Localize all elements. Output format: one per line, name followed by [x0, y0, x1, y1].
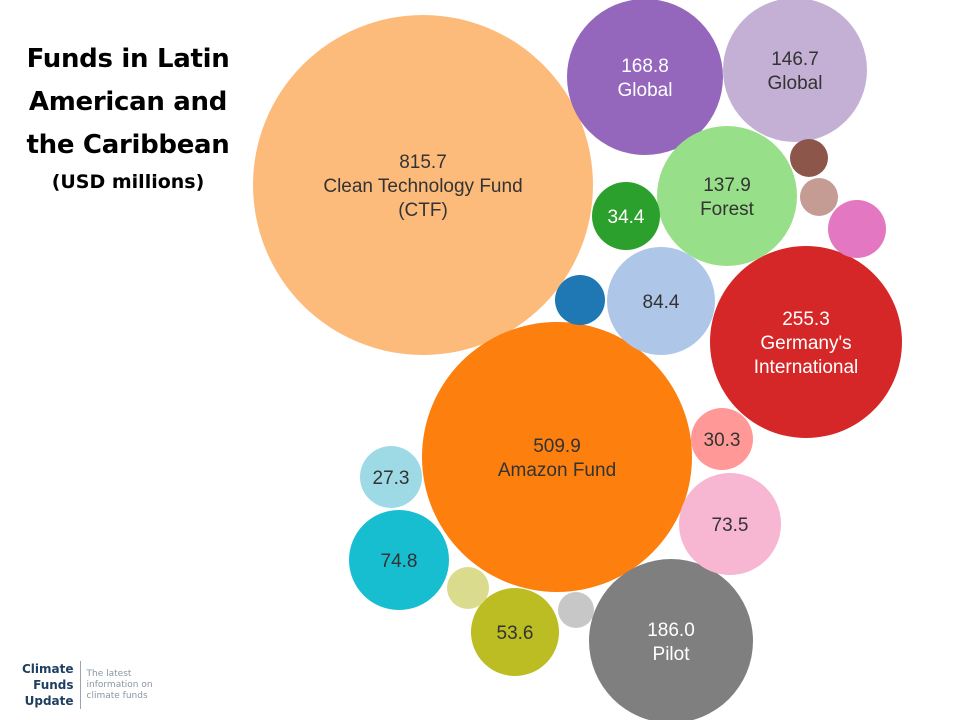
bubble-name-label: Amazon Fund	[498, 460, 616, 481]
bubble-name-label: Global	[768, 73, 823, 94]
chart-subtitle: (USD millions)	[51, 171, 205, 193]
logo-wordmark: Climate Funds Update	[22, 661, 81, 709]
bubble-146-7	[723, 0, 867, 142]
title-line-2: American and	[28, 87, 228, 117]
bubble-value-label: 73.5	[712, 515, 749, 536]
logo-tagline: The latest information on climate funds	[81, 661, 153, 709]
title-line-1: Funds in Latin	[26, 44, 230, 74]
bubble-73-5	[679, 473, 781, 575]
bubble-30-3	[691, 408, 753, 470]
bubble-unlabeled-17	[800, 178, 838, 216]
bubble-name-label: International	[754, 357, 859, 378]
bubble-815-7	[253, 15, 593, 355]
bubble-value-label: 186.0	[647, 620, 695, 641]
bubble-value-label: 255.3	[782, 309, 830, 330]
bubble-value-label: 53.6	[497, 623, 534, 644]
bubble-unlabeled-14	[555, 275, 605, 325]
logo-word-climate: Climate	[22, 662, 74, 676]
bubble-unlabeled-16	[790, 139, 828, 177]
bubble-name-label: Pilot	[653, 644, 691, 665]
bubble-unlabeled-18	[447, 567, 489, 609]
bubble-name-label: Global	[618, 80, 673, 101]
bubble-value-label: 168.8	[621, 56, 669, 77]
bubble-value-label: 34.4	[608, 207, 645, 228]
climate-funds-update-logo: Climate Funds Update The latest informat…	[22, 661, 153, 709]
bubble-name-label: Germany's	[760, 333, 851, 354]
logo-word-update: Update	[24, 694, 74, 708]
bubble-168-8	[567, 0, 723, 155]
bubble-84-4	[607, 247, 715, 355]
bubble-74-8	[349, 510, 449, 610]
bubble-value-label: 27.3	[373, 468, 410, 489]
bubble-name-label: Forest	[700, 199, 755, 220]
bubble-name-label: (CTF)	[398, 200, 448, 221]
bubble-53-6	[471, 588, 559, 676]
bubble-34-4	[592, 182, 660, 250]
bubble-unlabeled-15	[828, 200, 886, 258]
bubble-509-9	[422, 322, 692, 592]
bubble-value-label: 74.8	[381, 551, 418, 572]
logo-tagline-line-3: climate funds	[86, 690, 148, 701]
bubble-value-label: 137.9	[703, 175, 751, 196]
logo-word-funds: Funds	[33, 678, 74, 692]
bubble-186-0	[589, 559, 753, 720]
logo-tagline-line-1: The latest	[86, 668, 132, 679]
bubble-137-9	[657, 126, 797, 266]
bubble-27-3	[360, 446, 422, 508]
bubble-value-label: 815.7	[399, 152, 447, 173]
bubble-value-label: 146.7	[771, 49, 819, 70]
bubble-value-label: 30.3	[704, 430, 741, 451]
bubble-unlabeled-19	[558, 592, 594, 628]
chart-title: Funds in Latin American and the Caribbea…	[10, 38, 246, 197]
bubble-255-3	[710, 246, 902, 438]
logo-tagline-line-2: information on	[86, 679, 153, 690]
bubble-value-label: 509.9	[533, 436, 581, 457]
title-line-3: the Caribbean	[26, 130, 230, 160]
bubble-name-label: Clean Technology Fund	[323, 176, 522, 197]
bubble-value-label: 84.4	[643, 292, 680, 313]
